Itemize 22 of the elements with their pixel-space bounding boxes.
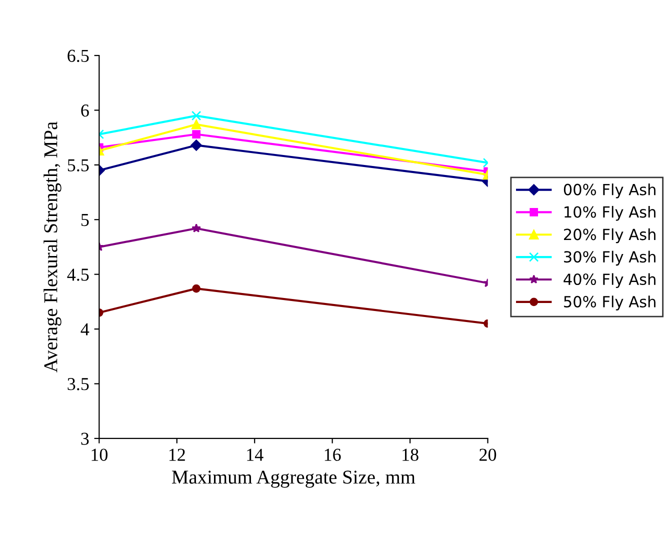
legend-label: 40% Fly Ash [564,273,656,288]
y-tick-label: 3 [81,432,89,445]
y-axis-title: Average Flexural Strength, MPa [44,122,62,372]
x-axis-title: Maximum Aggregate Size, mm [172,470,416,488]
legend-label: 10% Fly Ash [564,206,656,221]
x-tick-label: 14 [247,448,264,461]
y-tick-label: 4.5 [67,268,89,281]
y-tick-label: 5 [81,214,89,226]
x-tick-label: 10 [92,448,108,461]
x-tick-label: 18 [402,448,418,461]
legend-label: 00% Fly Ash [564,184,656,198]
y-tick-label: 6 [81,104,89,117]
x-tick-label: 20 [480,448,496,461]
legend-label: 20% Fly Ash [564,228,656,244]
legend-label: 30% Fly Ash [564,250,656,266]
legend-label: 50% Fly Ash [564,296,656,310]
y-tick-label: 3.5 [68,378,89,390]
x-tick-label: 12 [169,448,185,461]
y-tick-label: 4 [80,323,90,336]
y-tick-label: 6.5 [68,50,89,62]
x-tick-label: 16 [324,448,341,461]
y-tick-label: 5.5 [68,159,89,172]
